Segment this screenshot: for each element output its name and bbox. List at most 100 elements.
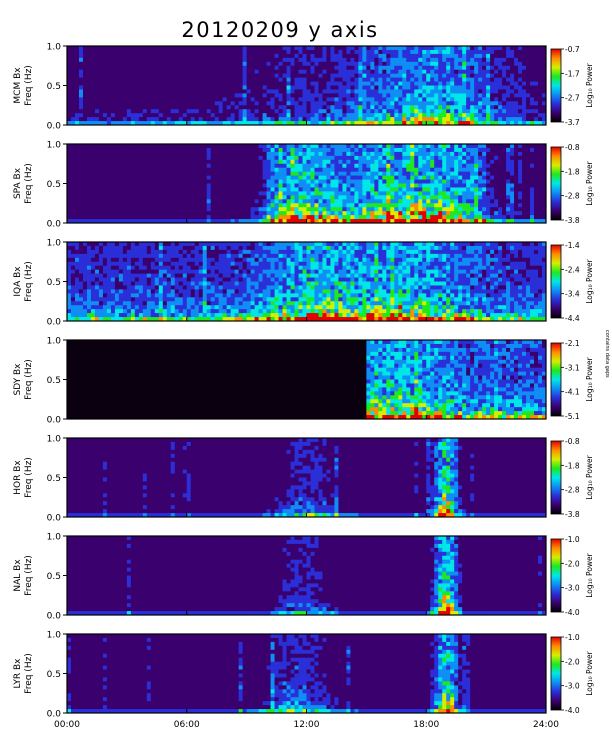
spectrogram-cell xyxy=(86,199,92,204)
spectrogram-cell xyxy=(526,183,531,188)
spectrogram-cell xyxy=(434,101,439,106)
spectrogram-cell xyxy=(90,109,96,114)
spectrogram-cell xyxy=(334,167,339,172)
spectrogram-cell xyxy=(406,57,411,63)
spectrogram-cell xyxy=(198,175,204,180)
spectrogram-cell xyxy=(158,93,164,98)
spectrogram-cell xyxy=(122,203,128,208)
spectrogram-cell xyxy=(210,151,216,157)
spectrogram-cell xyxy=(370,81,375,86)
spectrogram-cell xyxy=(230,105,235,110)
spectrogram-cell xyxy=(138,199,144,204)
spectrogram-cell xyxy=(362,46,367,51)
spectrogram-cell xyxy=(390,105,395,110)
spectrogram-cell xyxy=(350,101,355,106)
spectrogram-cell xyxy=(154,97,160,102)
spectrogram-cell xyxy=(146,183,152,188)
spectrogram-cell xyxy=(462,81,467,86)
spectrogram-cell xyxy=(478,69,483,74)
spectrogram-cell xyxy=(458,57,463,63)
spectrogram-cell xyxy=(250,163,255,169)
spectrogram-cell xyxy=(78,305,84,310)
spectrogram-cell xyxy=(422,65,427,71)
spectrogram-cell xyxy=(174,65,180,71)
spectrogram-cell xyxy=(490,219,495,224)
spectrogram-cell xyxy=(82,167,88,172)
spectrogram-cell xyxy=(166,85,172,90)
spectrogram-cell xyxy=(298,187,303,192)
spectrogram-cell xyxy=(246,57,251,63)
spectrogram-cell xyxy=(78,249,84,255)
spectrogram-cell xyxy=(494,144,499,149)
spectrogram-cell xyxy=(226,73,232,78)
spectrogram-cell xyxy=(142,144,148,149)
spectrogram-cell xyxy=(422,89,427,94)
spectrogram-cell xyxy=(310,101,315,106)
spectrogram-cell xyxy=(446,171,451,176)
spectrogram-cell xyxy=(414,105,419,110)
spectrogram-cell xyxy=(214,121,220,126)
spectrogram-cell xyxy=(462,89,467,94)
spectrogram-cell xyxy=(170,101,176,106)
spectrogram-cell xyxy=(502,77,507,82)
spectrogram-cell xyxy=(530,89,535,94)
spectrogram-cell xyxy=(506,93,511,98)
spectrogram-cell xyxy=(414,89,419,94)
spectrogram-cell xyxy=(142,203,148,208)
spectrogram-cell xyxy=(350,49,355,55)
spectrogram-cell xyxy=(338,117,343,122)
spectrogram-cell xyxy=(282,191,287,196)
spectrogram-cell xyxy=(306,89,311,94)
spectrogram-cell xyxy=(78,105,84,110)
spectrogram-cell xyxy=(446,199,451,204)
spectrogram-cell xyxy=(238,81,243,86)
spectrogram-cell xyxy=(486,151,491,157)
spectrogram-cell xyxy=(282,105,287,110)
spectrogram-cell xyxy=(534,117,539,122)
spectrogram-cell xyxy=(94,93,100,98)
spectrogram-cell xyxy=(422,195,427,200)
spectrogram-cell xyxy=(270,207,275,212)
spectrogram-cell xyxy=(214,57,220,63)
spectrogram-cell xyxy=(214,199,220,204)
spectrogram-cell xyxy=(222,105,228,110)
spectrogram-cell xyxy=(206,159,212,165)
spectrogram-cell xyxy=(394,147,399,153)
spectrogram-cell xyxy=(238,187,243,192)
spectrogram-cell xyxy=(514,113,519,118)
spectrogram-cell xyxy=(298,215,303,220)
spectrogram-cell xyxy=(542,187,547,192)
spectrogram-cell xyxy=(206,195,212,200)
spectrogram-cell xyxy=(150,144,156,149)
spectrogram-cell xyxy=(346,53,351,59)
spectrogram-cell xyxy=(358,159,363,165)
spectrogram-cell xyxy=(478,105,483,110)
spectrogram-cell xyxy=(306,117,311,122)
spectrogram-cell xyxy=(510,121,515,126)
spectrogram-cell xyxy=(298,179,303,184)
spectrogram-cell xyxy=(258,49,263,55)
spectrogram-cell xyxy=(266,121,271,126)
spectrogram-cell xyxy=(254,207,259,212)
spectrogram-cell xyxy=(482,195,487,200)
spectrogram-cell xyxy=(94,211,100,216)
spectrogram-cell xyxy=(154,191,160,196)
spectrogram-cell xyxy=(74,245,80,251)
spectrogram-cell xyxy=(394,101,399,106)
spectrogram-cell xyxy=(274,61,279,67)
spectrogram-cell xyxy=(482,69,487,74)
spectrogram-cell xyxy=(406,215,411,220)
spectrogram-cell xyxy=(354,147,359,153)
spectrogram-cell xyxy=(74,73,80,78)
spectrogram-cell xyxy=(150,171,156,176)
spectrogram-cell xyxy=(130,57,136,63)
spectrogram-cell xyxy=(246,89,251,94)
spectrogram-cell xyxy=(242,195,247,200)
spectrogram-cell xyxy=(162,53,168,59)
spectrogram-cell xyxy=(350,219,355,224)
spectrogram-cell xyxy=(394,69,399,74)
spectrogram-cell xyxy=(454,155,459,161)
spectrogram-cell xyxy=(290,187,295,192)
spectrogram-cell xyxy=(114,121,120,126)
spectrogram-cell xyxy=(250,219,255,224)
